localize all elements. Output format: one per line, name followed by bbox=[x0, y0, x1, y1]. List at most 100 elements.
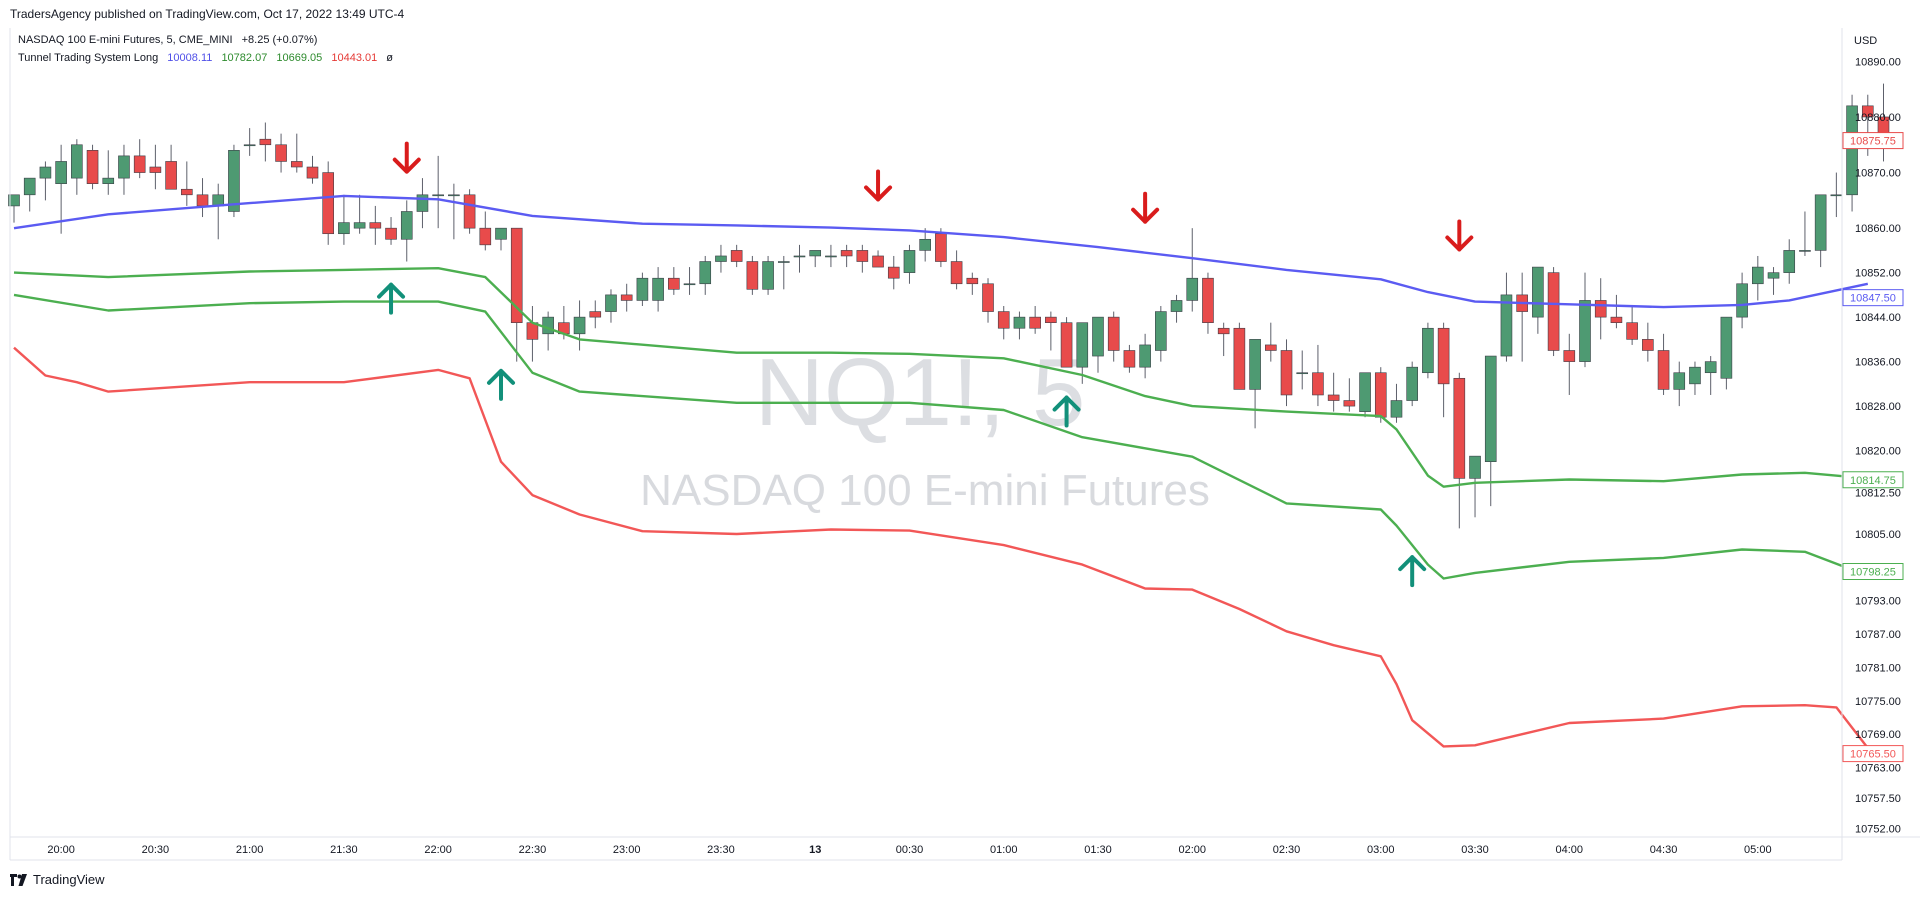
candle-body bbox=[1406, 366, 1418, 401]
candle bbox=[1752, 255, 1764, 301]
time-tick-label: 23:00 bbox=[613, 844, 641, 856]
price-tick-label: 10781.00 bbox=[1855, 662, 1901, 674]
buy-arrow-icon bbox=[377, 282, 406, 315]
candle bbox=[1249, 339, 1261, 429]
candle bbox=[636, 272, 649, 307]
candle bbox=[746, 255, 759, 295]
price-label-text: 10765.50 bbox=[1850, 749, 1896, 761]
candle-body bbox=[71, 144, 83, 179]
price-label-text: 10798.25 bbox=[1850, 567, 1896, 579]
candle-body bbox=[1657, 350, 1670, 390]
candle-body bbox=[1013, 316, 1026, 329]
candle bbox=[39, 161, 52, 201]
watermark-symbol: NQ1!, 5 bbox=[755, 339, 1086, 446]
candle-body bbox=[275, 144, 287, 162]
candle-body bbox=[416, 194, 429, 212]
candle-body bbox=[1186, 277, 1199, 301]
candle-body bbox=[1689, 366, 1701, 385]
candle-body bbox=[400, 211, 413, 240]
price-label-text: 10875.75 bbox=[1850, 136, 1896, 148]
candle bbox=[668, 267, 680, 295]
candle-body bbox=[1579, 300, 1591, 362]
candle-body bbox=[1312, 372, 1324, 396]
tunnel-mid-line bbox=[13, 267, 1868, 488]
candle-body bbox=[196, 194, 209, 207]
tradingview-logo-icon bbox=[10, 873, 27, 886]
candle-body bbox=[966, 277, 979, 285]
signal-markers bbox=[377, 141, 1474, 588]
candle-body bbox=[39, 166, 52, 179]
candle bbox=[1045, 311, 1057, 351]
candle-body bbox=[1861, 105, 1874, 118]
candle-body bbox=[432, 194, 444, 197]
candle bbox=[1092, 316, 1104, 373]
candle-body bbox=[1767, 272, 1780, 279]
price-axis[interactable]: USD 10890.00 10880.00 10870.00 10860.00 1085… bbox=[1854, 35, 1901, 836]
price-label-box bbox=[1842, 563, 1904, 581]
candle-body bbox=[1846, 105, 1858, 196]
sell-arrow-icon bbox=[1445, 219, 1474, 252]
buy-arrow-icon bbox=[1398, 555, 1427, 588]
candle-body bbox=[825, 255, 837, 258]
candle-body bbox=[1202, 277, 1214, 323]
candle bbox=[118, 144, 130, 195]
watermark-description: NASDAQ 100 E-mini Futures bbox=[640, 466, 1210, 515]
candle bbox=[605, 289, 617, 323]
candle-body bbox=[589, 311, 602, 318]
candle bbox=[1563, 333, 1576, 395]
candle bbox=[416, 178, 429, 229]
candle bbox=[1783, 239, 1796, 284]
tradingview-brand[interactable]: TradingView bbox=[10, 872, 105, 887]
candle bbox=[8, 194, 20, 223]
price-tick-label: 10844.00 bbox=[1855, 312, 1901, 324]
candle-body bbox=[636, 277, 649, 301]
indicator-legend[interactable]: Tunnel Trading System Long 10008.11 1078… bbox=[18, 52, 393, 64]
candle bbox=[762, 255, 774, 295]
candle bbox=[1736, 272, 1748, 329]
candle bbox=[950, 250, 963, 290]
currency-label: USD bbox=[1854, 35, 1877, 47]
candle-body bbox=[935, 233, 947, 262]
candle bbox=[400, 200, 413, 262]
candle-body bbox=[102, 177, 115, 184]
candle bbox=[1202, 272, 1214, 334]
candle bbox=[1155, 306, 1167, 362]
candle bbox=[856, 244, 869, 273]
candle bbox=[1453, 372, 1466, 529]
candle bbox=[1029, 306, 1041, 334]
price-tick-label: 10890.00 bbox=[1855, 56, 1901, 68]
candle-body bbox=[982, 283, 994, 312]
candle bbox=[71, 139, 83, 195]
candle-body bbox=[133, 155, 146, 173]
candle-body bbox=[699, 261, 712, 285]
candle-body bbox=[1359, 372, 1371, 412]
candle-body bbox=[668, 277, 680, 290]
candle bbox=[385, 217, 397, 245]
candle bbox=[1642, 322, 1654, 362]
candle-body bbox=[23, 177, 36, 196]
candle-body bbox=[1422, 327, 1434, 374]
candle-body bbox=[1092, 316, 1104, 357]
candle bbox=[1846, 94, 1858, 212]
candle bbox=[448, 183, 460, 240]
time-axis[interactable]: 20:00 20:30 21:00 21:30 22:00 22:30 23:00 23:30… bbox=[47, 844, 1771, 856]
candle bbox=[1484, 355, 1497, 507]
candle bbox=[777, 255, 790, 290]
candle-body bbox=[149, 166, 162, 173]
candle-body bbox=[542, 316, 554, 335]
candle-body bbox=[1704, 361, 1717, 374]
candle bbox=[181, 161, 193, 206]
chart-frame bbox=[9, 28, 1920, 861]
candle bbox=[997, 306, 1010, 340]
price-label-box bbox=[1842, 745, 1904, 763]
upper-line-price-label: 10847.50 bbox=[1842, 289, 1904, 307]
candle-body bbox=[1060, 322, 1073, 368]
price-tick-label: 10880.00 bbox=[1855, 112, 1901, 124]
tunnel-lower-line bbox=[13, 293, 1869, 580]
candle-body bbox=[290, 161, 303, 168]
candle bbox=[620, 283, 633, 312]
time-tick-label: 23:30 bbox=[707, 844, 735, 856]
candle-body bbox=[1594, 300, 1607, 318]
candle bbox=[86, 144, 99, 190]
